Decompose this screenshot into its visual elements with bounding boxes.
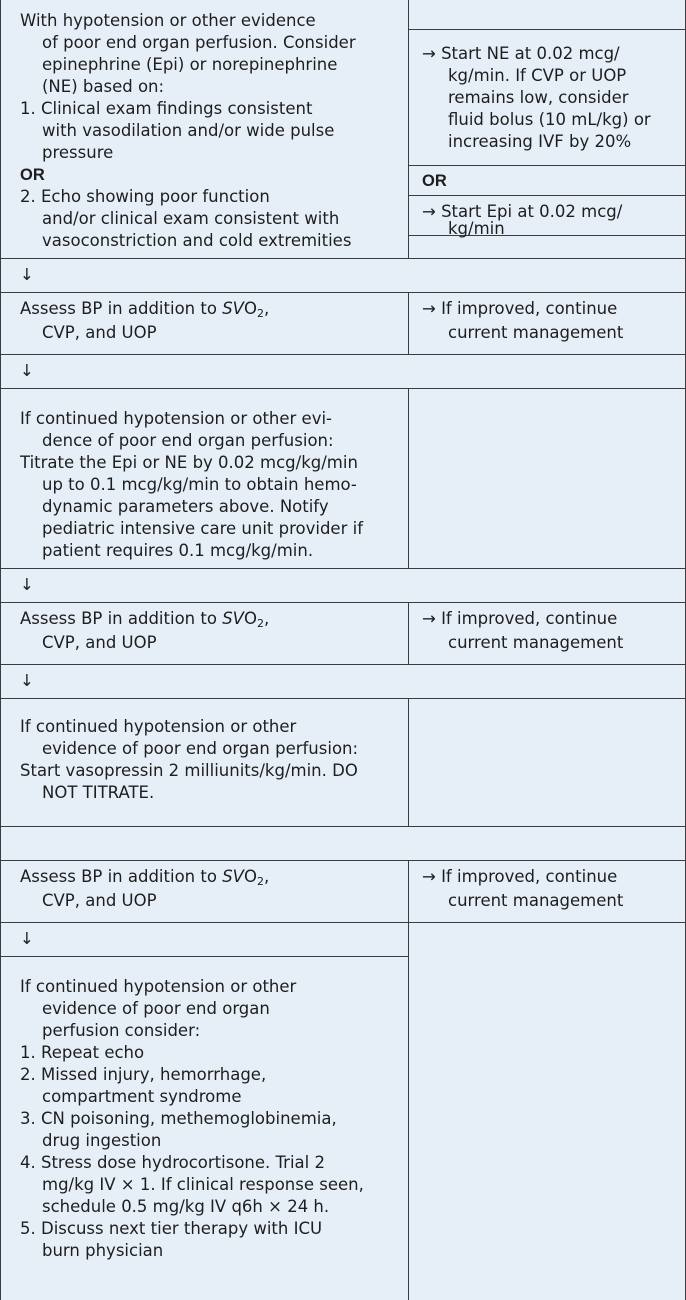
assess-bp-line: CVP, and UOP xyxy=(42,891,157,910)
cell-block4-left xyxy=(0,956,408,1300)
cell-block3-right xyxy=(408,698,686,826)
start-ne-line: → Start NE at 0.02 mcg/ xyxy=(422,44,620,63)
block2-line: Titrate the Epi or NE by 0.02 mcg/kg/min xyxy=(20,453,358,472)
cell-block2-left xyxy=(0,388,408,568)
block4-list-item: drug ingestion xyxy=(42,1131,162,1150)
down-arrow-icon: ↓ xyxy=(20,929,34,948)
block1-left-line: pressure xyxy=(42,143,114,162)
cell-block3-left xyxy=(0,698,408,826)
block2-line: dynamic parameters above. Notify xyxy=(42,497,329,516)
block1-left-line: of poor end organ perfusion. Consider xyxy=(42,33,356,52)
assess-bp-line: Assess BP in addition to SVO2, xyxy=(20,299,270,320)
block1-left-line: 2. Echo showing poor function xyxy=(20,187,270,206)
block4-list-item: 3. CN poisoning, methemoglobinemia, xyxy=(20,1109,337,1128)
arrow-row xyxy=(0,922,408,956)
block3-line: evidence of poor end organ perfusion: xyxy=(42,739,359,758)
cell-block2-right xyxy=(408,388,686,568)
cell-block4-right xyxy=(408,922,686,1300)
block4-list-item: 4. Stress dose hydrocortisone. Trial 2 xyxy=(20,1153,325,1172)
block4-list-item: 2. Missed injury, hemorrhage, xyxy=(20,1065,267,1084)
block4-line: evidence of poor end organ xyxy=(42,999,270,1018)
start-ne-line: fluid bolus (10 mL/kg) or xyxy=(448,110,651,129)
cell-assess3-right xyxy=(408,860,686,922)
start-ne-line: kg/min. If CVP or UOP xyxy=(448,66,627,85)
down-arrow-icon: ↓ xyxy=(20,361,34,380)
block3-line: NOT TITRATE. xyxy=(42,783,155,802)
down-arrow-icon: ↓ xyxy=(20,575,34,594)
assess-bp-line: Assess BP in addition to SVO2, xyxy=(20,609,270,630)
if-improved-line: → If improved, continue xyxy=(422,609,618,628)
block3-line: Start vasopressin 2 milliunits/kg/min. D… xyxy=(20,761,358,780)
block4-line: If continued hypotension or other xyxy=(20,977,297,996)
block4-list-item: 1. Repeat echo xyxy=(20,1043,145,1062)
block1-left-line: (NE) based on: xyxy=(42,77,165,96)
block4-list-item: burn physician xyxy=(42,1241,164,1260)
if-improved-line: → If improved, continue xyxy=(422,867,618,886)
if-improved-line: current management xyxy=(448,891,624,910)
assess-bp-line: CVP, and UOP xyxy=(42,323,157,342)
start-ne-line: increasing IVF by 20% xyxy=(448,132,632,151)
cell-assess1-left xyxy=(0,292,408,354)
cell-assess3-left xyxy=(0,860,408,922)
if-improved-line: current management xyxy=(448,323,624,342)
block1-left-line: with vasodilation and/or wide pulse xyxy=(42,121,335,140)
block2-line: pediatric intensive care unit provider i… xyxy=(42,519,364,538)
arrow-row xyxy=(0,664,686,698)
start-epi-line: kg/min xyxy=(448,219,505,238)
block2-line: patient requires 0.1 mcg/kg/min. xyxy=(42,541,314,560)
cell-block1-left xyxy=(0,0,408,258)
start-ne-line: remains low, consider xyxy=(448,88,629,107)
down-arrow-icon: ↓ xyxy=(20,265,34,284)
block2-line: If continued hypotension or other evi- xyxy=(20,409,333,428)
block1-left-line: 1. Clinical exam findings consistent xyxy=(20,99,313,118)
cell-block1-right xyxy=(408,0,686,258)
block4-list-item: 5. Discuss next tier therapy with ICU xyxy=(20,1219,323,1238)
if-improved-line: current management xyxy=(448,633,624,652)
cell-assess2-left xyxy=(0,602,408,664)
assess-bp-line: CVP, and UOP xyxy=(42,633,157,652)
arrow-row xyxy=(0,354,686,388)
arrow-row xyxy=(0,258,686,292)
assess-bp-line: Assess BP in addition to SVO2, xyxy=(20,867,270,888)
block1-left-line: and/or clinical exam consistent with xyxy=(42,209,340,228)
block4-line: perfusion consider: xyxy=(42,1021,201,1040)
arrow-row xyxy=(0,826,686,860)
if-improved-line: → If improved, continue xyxy=(422,299,618,318)
block3-line: If continued hypotension or other xyxy=(20,717,297,736)
or-label: OR xyxy=(422,172,447,190)
block4-list-item: mg/kg IV × 1. If clinical response seen, xyxy=(42,1175,364,1194)
block4-list-item: schedule 0.5 mg/kg IV q6h × 24 h. xyxy=(42,1197,330,1216)
block1-left-line: vasoconstriction and cold extremities xyxy=(42,231,352,250)
cell-assess2-right xyxy=(408,602,686,664)
cell-assess1-right xyxy=(408,292,686,354)
or-label: OR xyxy=(20,166,45,184)
down-arrow-icon: ↓ xyxy=(20,671,34,690)
start-epi-line: → Start Epi at 0.02 mcg/ xyxy=(422,202,623,221)
block1-left-line: With hypotension or other evidence xyxy=(20,11,316,30)
block2-line: dence of poor end organ perfusion: xyxy=(42,431,334,450)
arrow-row xyxy=(0,568,686,602)
block4-list-item: compartment syndrome xyxy=(42,1087,242,1106)
block1-left-line: epinephrine (Epi) or norepinephrine xyxy=(42,55,338,74)
block2-line: up to 0.1 mcg/kg/min to obtain hemo- xyxy=(42,475,357,494)
